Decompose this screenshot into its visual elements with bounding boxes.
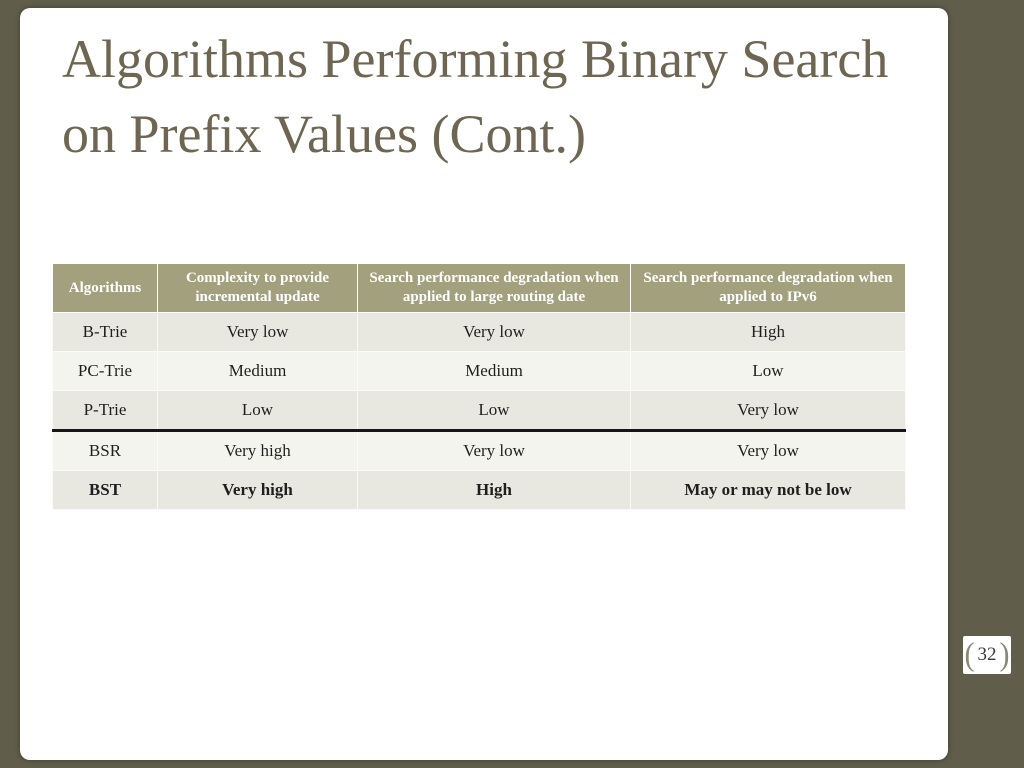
table-cell: BST bbox=[52, 470, 158, 510]
right-bracket-decoration: ) bbox=[999, 636, 1010, 673]
table-cell: Low bbox=[630, 351, 906, 391]
slide: Algorithms Performing Binary Search on P… bbox=[20, 8, 948, 760]
table-cell: Very low bbox=[157, 312, 358, 352]
table-row: BST Very high High May or may not be low bbox=[52, 470, 906, 510]
table-cell: PC-Trie bbox=[52, 351, 158, 391]
table-header-cell: Search performance degradation when appl… bbox=[630, 263, 906, 313]
table-header-row: Algorithms Complexity to provide increme… bbox=[52, 263, 906, 313]
table-cell: Low bbox=[157, 390, 358, 432]
page-number: 32 bbox=[977, 644, 997, 665]
table-cell: Very low bbox=[357, 312, 631, 352]
table-cell: Very low bbox=[630, 390, 906, 432]
left-bracket-decoration: ( bbox=[964, 636, 975, 673]
table-cell: P-Trie bbox=[52, 390, 158, 432]
table-row: PC-Trie Medium Medium Low bbox=[52, 351, 906, 391]
table-header-cell: Complexity to provide incremental update bbox=[157, 263, 358, 313]
table-row: P-Trie Low Low Very low bbox=[52, 390, 906, 432]
algorithms-comparison-table: Algorithms Complexity to provide increme… bbox=[52, 263, 906, 510]
table-cell: Very high bbox=[157, 430, 358, 471]
table-header-cell: Algorithms bbox=[52, 263, 158, 313]
table-cell: May or may not be low bbox=[630, 470, 906, 510]
table-row: B-Trie Very low Very low High bbox=[52, 312, 906, 352]
table-header-cell: Search performance degradation when appl… bbox=[357, 263, 631, 313]
table-cell: High bbox=[357, 470, 631, 510]
table-cell: Low bbox=[357, 390, 631, 432]
table-cell: High bbox=[630, 312, 906, 352]
table-cell: Very high bbox=[157, 470, 358, 510]
table-cell: Very low bbox=[630, 430, 906, 471]
table-row: BSR Very high Very low Very low bbox=[52, 430, 906, 471]
table-cell: Very low bbox=[357, 430, 631, 471]
table-cell: Medium bbox=[357, 351, 631, 391]
page-number-box: ( 32 ) bbox=[963, 636, 1011, 674]
table-cell: BSR bbox=[52, 430, 158, 471]
slide-title: Algorithms Performing Binary Search on P… bbox=[62, 29, 889, 164]
table-cell: B-Trie bbox=[52, 312, 158, 352]
table-cell: Medium bbox=[157, 351, 358, 391]
